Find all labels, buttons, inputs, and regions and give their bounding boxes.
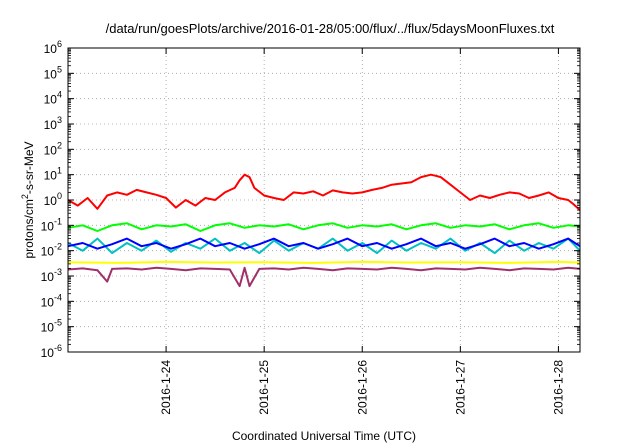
y-tick-label: 101 — [44, 166, 62, 183]
y-tick-base: 10 — [41, 321, 55, 335]
series-layer — [67, 173, 581, 288]
y-tick-exp: -2 — [54, 242, 62, 252]
y-tick-exp: -3 — [54, 267, 62, 277]
y-tick-label: 10-6 — [41, 343, 62, 360]
y-tick-exp: 4 — [57, 90, 62, 100]
x-tick-label: 2016-1-27 — [453, 360, 467, 415]
x-tick-labels: 2016-1-24 2016-1-25 2016-1-26 2016-1-27 2016… — [159, 360, 565, 415]
y-tick-base: 10 — [44, 169, 58, 183]
x-axis-label: Coordinated Universal Time (UTC) — [232, 429, 416, 443]
y-tick-base: 10 — [44, 194, 58, 208]
y-tick-exp: 3 — [57, 115, 62, 125]
y-tick-exp: -6 — [54, 343, 62, 353]
series-line-5 — [67, 260, 581, 264]
y-tick-base: 10 — [44, 118, 58, 132]
y-axis-label-sup: 2 — [20, 194, 30, 199]
y-axis-label-pre: protons/cm — [22, 199, 36, 258]
y-tick-base: 10 — [44, 42, 58, 56]
x-tick-label: 2016-1-24 — [159, 360, 173, 415]
chart-title: /data/run/goesPlots/archive/2016-01-28/0… — [106, 21, 555, 36]
y-tick-exp: -4 — [54, 292, 62, 302]
series-line-1 — [67, 173, 581, 211]
y-tick-label: 102 — [44, 140, 62, 157]
series-line-4 — [67, 237, 581, 250]
y-tick-label: 10-3 — [41, 267, 62, 284]
y-tick-label: 104 — [44, 90, 62, 107]
series-line-2 — [67, 222, 581, 232]
x-tick-label: 2016-1-28 — [551, 360, 565, 415]
y-tick-base: 10 — [41, 295, 55, 309]
series-line-3 — [67, 237, 581, 255]
y-tick-exp: -1 — [54, 216, 62, 226]
y-tick-label: 103 — [44, 115, 62, 132]
y-tick-exp: 5 — [57, 64, 62, 74]
y-tick-label: 10-1 — [41, 216, 62, 233]
y-tick-base: 10 — [44, 143, 58, 157]
y-tick-base: 10 — [44, 93, 58, 107]
y-axis-label-post: -s-sr-MeV — [22, 141, 36, 194]
plot-frame — [67, 47, 581, 353]
y-tick-labels: 10-610-510-410-310-210-11001011021031041… — [41, 39, 62, 360]
y-tick-label: 105 — [44, 64, 62, 81]
y-tick-label: 106 — [44, 39, 62, 56]
y-tick-base: 10 — [41, 346, 55, 360]
y-tick-exp: -5 — [54, 318, 62, 328]
y-tick-exp: 0 — [57, 191, 62, 201]
y-tick-base: 10 — [41, 270, 55, 284]
y-tick-base: 10 — [41, 245, 55, 259]
y-tick-label: 10-5 — [41, 318, 62, 335]
x-tick-label: 2016-1-25 — [257, 360, 271, 415]
series-line-6 — [67, 266, 581, 288]
y-tick-exp: 6 — [57, 39, 62, 49]
y-tick-exp: 2 — [57, 140, 62, 150]
y-tick-exp: 1 — [57, 166, 62, 176]
y-axis-label: protons/cm2-s-sr-MeV — [20, 141, 36, 258]
y-tick-label: 100 — [44, 191, 62, 208]
y-tick-label: 10-4 — [41, 292, 62, 309]
y-tick-base: 10 — [44, 67, 58, 81]
grid-layer — [68, 48, 580, 352]
y-tick-label: 10-2 — [41, 242, 62, 259]
y-tick-base: 10 — [41, 219, 55, 233]
x-tick-label: 2016-1-26 — [355, 360, 369, 415]
